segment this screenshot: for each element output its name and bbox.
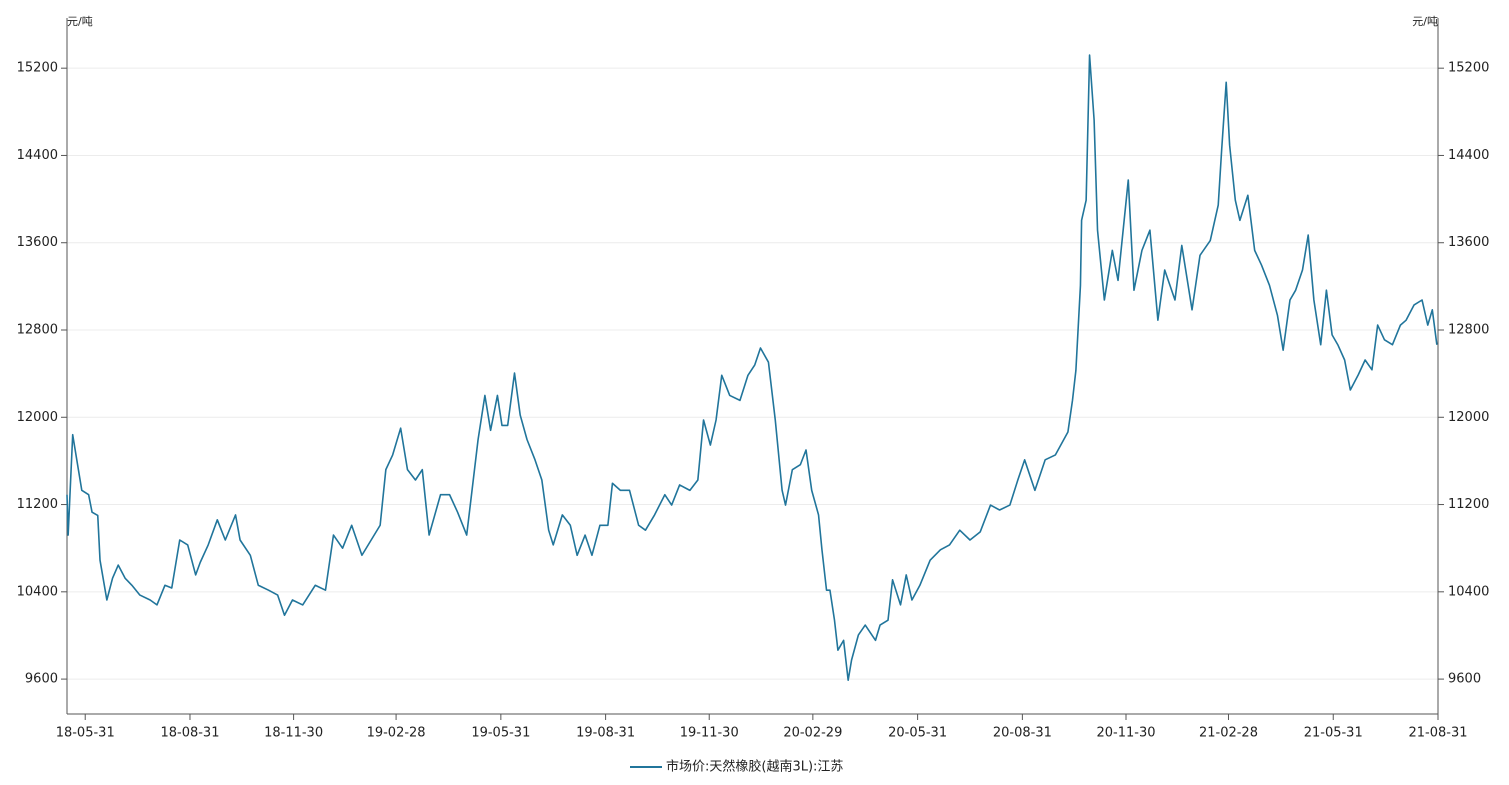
x-tick-label: 20-11-30 <box>1096 726 1155 741</box>
x-tick-label: 20-05-31 <box>888 726 947 741</box>
x-tick-label: 18-11-30 <box>264 726 323 741</box>
x-tick-label: 21-08-31 <box>1408 726 1467 741</box>
y-tick-label: 15200 <box>17 61 58 76</box>
x-tick-label: 21-02-28 <box>1199 726 1258 741</box>
y2-tick-label: 11200 <box>1448 497 1489 512</box>
x-tick-label: 19-05-31 <box>471 726 530 741</box>
y-tick-label: 10400 <box>17 584 58 599</box>
x-tick-label: 18-05-31 <box>56 726 115 741</box>
x-tick-label: 19-11-30 <box>680 726 739 741</box>
y2-tick-label: 10400 <box>1448 584 1489 599</box>
y-tick-label: 11200 <box>17 497 58 512</box>
x-tick-label: 21-05-31 <box>1304 726 1363 741</box>
x-tick-label: 19-02-28 <box>367 726 426 741</box>
y2-tick-label: 14400 <box>1448 148 1489 163</box>
line-series <box>66 54 1438 681</box>
y2-axis-unit: 元/吨 <box>1412 15 1438 28</box>
x-tick-label: 18-08-31 <box>160 726 219 741</box>
y2-tick-label: 12000 <box>1448 410 1489 425</box>
y-axis-unit: 元/吨 <box>67 15 93 28</box>
x-tick-label: 19-08-31 <box>576 726 635 741</box>
x-tick-label: 20-02-29 <box>783 726 842 741</box>
y-tick-label: 14400 <box>17 148 58 163</box>
y2-tick-label: 15200 <box>1448 61 1489 76</box>
y2-tick-label: 13600 <box>1448 235 1489 250</box>
y2-tick-label: 12800 <box>1448 323 1489 338</box>
y-tick-label: 9600 <box>25 672 58 687</box>
y-tick-label: 12000 <box>17 410 58 425</box>
y2-tick-label: 9600 <box>1448 672 1481 687</box>
x-tick-label: 20-08-31 <box>993 726 1052 741</box>
legend-label: 市场价:天然橡胶(越南3L):江苏 <box>666 759 843 775</box>
y-tick-label: 13600 <box>17 235 58 250</box>
y-tick-label: 12800 <box>17 323 58 338</box>
